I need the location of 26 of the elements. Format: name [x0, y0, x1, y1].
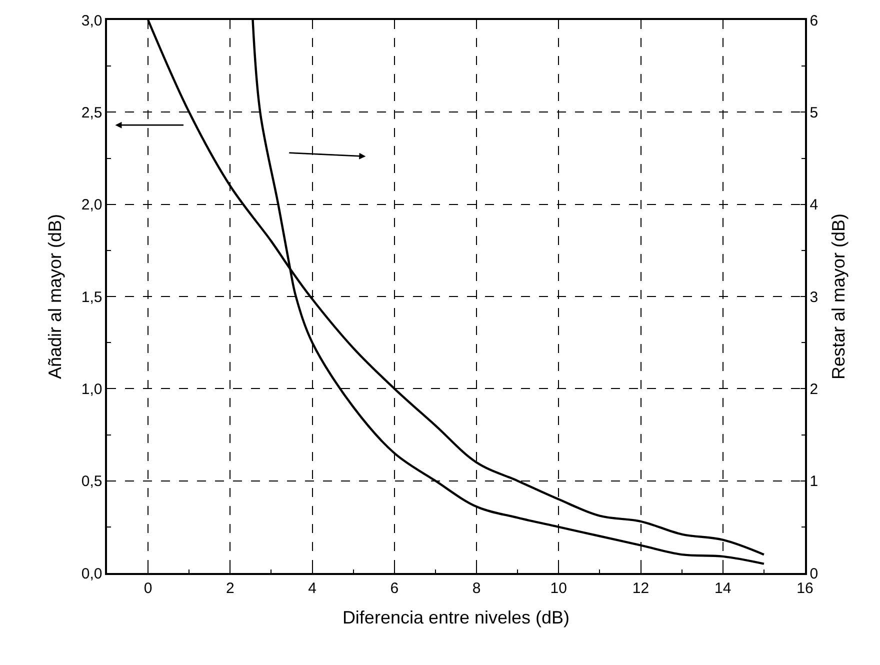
y-tick-label: 3,0 [81, 12, 102, 30]
x-tick-label: 12 [632, 580, 650, 597]
x-tick-label: 8 [472, 580, 481, 597]
x-tick-label: 2 [226, 580, 234, 597]
y2-tick-label: 6 [810, 12, 818, 30]
y2-tick-label: 3 [810, 288, 818, 306]
y2-axis-title: Restar al mayor (dB) [828, 213, 849, 380]
y2-tick-label: 4 [810, 196, 818, 214]
y2-tick-label: 2 [810, 380, 818, 398]
y2-tick-label: 0 [810, 565, 818, 582]
y-tick-label: 2,5 [81, 104, 102, 122]
y-axis-title: Añadir al mayor (dB) [45, 214, 66, 380]
x-axis-title: Diferencia entre niveles (dB) [342, 607, 570, 628]
x-tick-label: 6 [390, 580, 399, 597]
y-tick-label: 1,0 [81, 380, 102, 398]
x-tick-label: 0 [144, 580, 152, 597]
x-tick-label: 4 [308, 580, 316, 597]
x-tick-label: 14 [714, 580, 732, 597]
y-tick-label: 0,5 [81, 473, 102, 490]
y-tick-label: 2,0 [81, 196, 102, 214]
y2-tick-label: 1 [810, 473, 818, 490]
y-tick-label: 0,0 [81, 565, 102, 582]
y-tick-label: 1,5 [81, 288, 102, 306]
x-tick-label: 10 [550, 580, 567, 597]
y2-tick-label: 5 [810, 104, 818, 122]
x-tick-label: 16 [796, 580, 814, 597]
